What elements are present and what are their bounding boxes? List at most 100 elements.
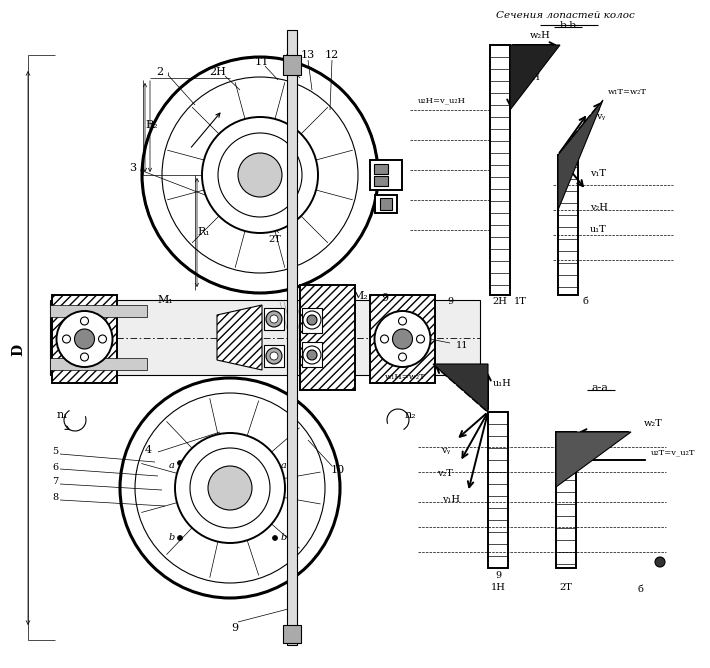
Bar	[283, 625, 301, 643]
Text: a: a	[281, 462, 287, 470]
Polygon shape	[217, 305, 262, 370]
Circle shape	[57, 311, 112, 367]
Circle shape	[80, 317, 89, 325]
Circle shape	[417, 335, 425, 343]
Circle shape	[655, 557, 665, 567]
Text: a-a: a-a	[591, 383, 608, 393]
Circle shape	[307, 315, 317, 325]
Circle shape	[266, 311, 282, 327]
Text: 12: 12	[325, 50, 339, 60]
Bar	[50, 358, 147, 370]
Circle shape	[75, 329, 94, 349]
Text: 1Т: 1Т	[255, 57, 269, 67]
Text: w₁H=w₂T: w₁H=w₂T	[386, 373, 426, 381]
Circle shape	[381, 335, 388, 343]
Text: n₁: n₁	[56, 410, 68, 420]
Circle shape	[202, 117, 318, 233]
Circle shape	[307, 350, 317, 360]
Bar	[375, 195, 397, 213]
Text: D: D	[11, 344, 25, 356]
Text: 1Н: 1Н	[231, 198, 248, 208]
Text: Сечения лопастей колос: Сечения лопастей колос	[496, 11, 634, 19]
Text: R₂: R₂	[146, 120, 158, 130]
Text: 2Т: 2Т	[559, 584, 572, 593]
Bar	[287, 30, 297, 645]
Bar	[558, 155, 578, 295]
Circle shape	[266, 348, 282, 364]
Text: 5: 5	[52, 448, 58, 456]
Text: u₂H=v_u₂H: u₂H=v_u₂H	[418, 96, 466, 104]
Text: u₂T=v_u₂T: u₂T=v_u₂T	[651, 448, 696, 456]
Circle shape	[80, 353, 89, 361]
Text: M₁: M₁	[157, 295, 173, 305]
Text: b: b	[169, 534, 175, 542]
Text: 2Н: 2Н	[209, 67, 226, 77]
Text: 1: 1	[285, 53, 292, 63]
Text: 11: 11	[456, 341, 469, 349]
Text: 9: 9	[495, 572, 501, 580]
Text: v₂T: v₂T	[437, 470, 453, 478]
Text: 13: 13	[301, 50, 315, 60]
Text: 6: 6	[52, 462, 58, 472]
Text: б: б	[637, 585, 643, 595]
Bar	[488, 412, 508, 568]
Text: 9: 9	[381, 293, 388, 303]
Text: a: a	[169, 462, 175, 470]
Circle shape	[398, 353, 407, 361]
Bar	[490, 45, 510, 295]
Circle shape	[398, 317, 407, 325]
Text: 2Т: 2Т	[268, 236, 281, 244]
Circle shape	[273, 460, 278, 466]
Bar	[50, 300, 480, 375]
Circle shape	[208, 466, 252, 510]
Text: 8: 8	[52, 494, 58, 502]
Text: 4: 4	[144, 445, 151, 455]
Text: 9: 9	[447, 297, 453, 307]
Circle shape	[238, 153, 282, 197]
Circle shape	[393, 329, 413, 349]
Text: b: b	[281, 534, 287, 542]
Circle shape	[178, 460, 182, 466]
Text: 7: 7	[52, 478, 58, 486]
Bar	[264, 308, 284, 330]
Text: v₁T: v₁T	[590, 168, 606, 178]
Text: 1Т: 1Т	[513, 297, 526, 307]
Circle shape	[303, 311, 321, 329]
Text: w₂T: w₂T	[644, 420, 662, 428]
Circle shape	[62, 335, 70, 343]
Text: vᵧ: vᵧ	[441, 446, 450, 454]
Bar	[302, 308, 322, 333]
Text: u₁T: u₁T	[590, 226, 607, 234]
Bar	[264, 345, 284, 367]
Text: Q: Q	[285, 164, 295, 176]
Text: n₂: n₂	[404, 410, 416, 420]
Circle shape	[270, 352, 278, 360]
Polygon shape	[510, 45, 560, 110]
Text: w₂H: w₂H	[530, 31, 550, 39]
Circle shape	[99, 335, 106, 343]
Circle shape	[303, 346, 321, 364]
Bar	[380, 198, 392, 210]
Text: v₂H: v₂H	[590, 202, 608, 212]
Bar	[370, 295, 435, 383]
Text: w₁T=w₂T: w₁T=w₂T	[608, 88, 647, 96]
Text: v₂H: v₂H	[522, 73, 540, 82]
Bar	[374, 176, 388, 186]
Circle shape	[374, 311, 430, 367]
Polygon shape	[433, 364, 488, 412]
Circle shape	[142, 57, 378, 293]
Bar	[300, 285, 355, 390]
Text: M₂: M₂	[352, 291, 368, 301]
Circle shape	[273, 536, 278, 540]
Circle shape	[178, 536, 182, 540]
Text: 10: 10	[331, 465, 345, 475]
Text: v₁H: v₁H	[442, 496, 460, 504]
Bar	[52, 295, 117, 383]
Text: б: б	[582, 297, 588, 307]
Text: 2Н: 2Н	[493, 297, 508, 307]
Bar	[283, 55, 301, 75]
Text: 1Н: 1Н	[491, 584, 506, 593]
Circle shape	[270, 315, 278, 323]
Text: 9: 9	[231, 623, 239, 633]
Bar	[374, 164, 388, 174]
